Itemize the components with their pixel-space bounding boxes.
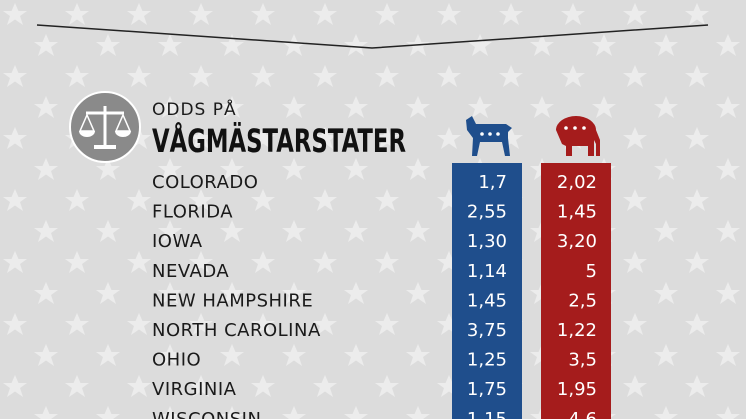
state-name: NEW HAMPSHIRE (152, 290, 313, 311)
rep-odds: 2,5 (568, 290, 597, 311)
rep-odds: 5 (586, 261, 597, 282)
state-name: VIRGINIA (152, 379, 237, 400)
dem-odds: 1,30 (467, 231, 507, 252)
dem-odds: 3,75 (467, 320, 507, 341)
rep-odds: 1,45 (557, 202, 597, 223)
divider (36, 24, 709, 49)
dem-odds: 1,75 (467, 379, 507, 400)
rep-odds: 3,5 (568, 350, 597, 371)
rep-odds: 4,6 (568, 409, 597, 419)
state-name: COLORADO (152, 172, 258, 193)
rep-odds: 1,22 (557, 320, 597, 341)
dem-odds: 1,14 (467, 261, 507, 282)
dem-odds: 1,15 (467, 409, 507, 419)
dem-odds: 1,45 (467, 290, 507, 311)
scales-icon (69, 91, 141, 163)
rep-odds: 1,95 (557, 379, 597, 400)
state-name: OHIO (152, 350, 201, 371)
state-name: IOWA (152, 231, 203, 252)
dem-column (452, 163, 522, 419)
elephant-icon (556, 116, 600, 156)
dem-odds: 1,25 (467, 350, 507, 371)
title: VÅGMÄSTARSTATER (152, 122, 406, 160)
state-name: FLORIDA (152, 202, 233, 223)
dem-odds: 1,7 (478, 172, 507, 193)
rep-odds: 2,02 (557, 172, 597, 193)
rep-column (541, 163, 611, 419)
dem-odds: 2,55 (467, 202, 507, 223)
rep-odds: 3,20 (557, 231, 597, 252)
state-name: WISCONSIN (152, 409, 261, 419)
state-name: NEVADA (152, 261, 229, 282)
kicker: ODDS PÅ (152, 98, 237, 120)
state-name: NORTH CAROLINA (152, 320, 321, 341)
donkey-icon (466, 116, 512, 156)
